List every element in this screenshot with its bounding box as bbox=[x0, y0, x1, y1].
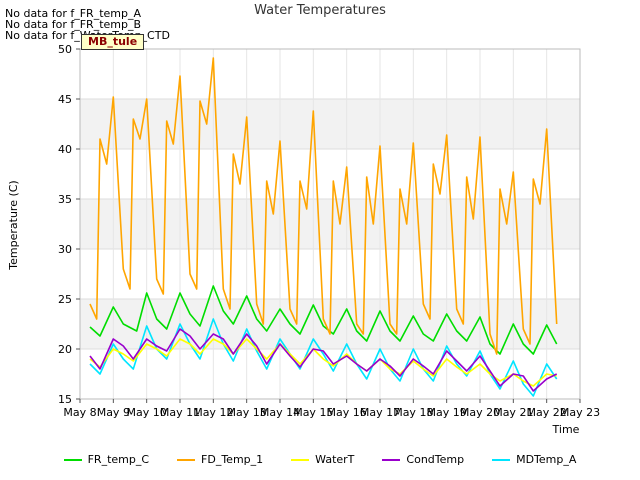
legend-item: CondTemp bbox=[382, 453, 464, 466]
x-tick-label: May 11 bbox=[160, 406, 200, 419]
x-tick-label: May 10 bbox=[127, 406, 167, 419]
background-band bbox=[80, 99, 580, 149]
x-tick-label: May 12 bbox=[193, 406, 233, 419]
x-tick-label: May 19 bbox=[427, 406, 467, 419]
x-tick-label: May 21 bbox=[493, 406, 533, 419]
x-tick-label: May 13 bbox=[227, 406, 267, 419]
chart-title: Water Temperatures bbox=[254, 3, 386, 18]
legend-swatch bbox=[63, 458, 82, 461]
series-line-watert bbox=[89, 338, 557, 387]
legend-item: WaterT bbox=[291, 453, 354, 466]
legend-label: FR_temp_C bbox=[87, 453, 150, 466]
series-line-condtemp bbox=[89, 328, 558, 392]
x-tick-label: May 16 bbox=[327, 406, 367, 419]
y-axis-label: Temperature (C) bbox=[7, 180, 20, 270]
x-tick-label: May 22 bbox=[527, 406, 567, 419]
y-tick-label: 40 bbox=[58, 143, 72, 156]
legend: FR_temp_C FD_Temp_1 WaterT CondTemp MDTemp_A bbox=[0, 453, 640, 466]
legend-swatch bbox=[177, 458, 196, 461]
no-data-notice-2: No data for f_FR_temp_B bbox=[5, 18, 142, 31]
y-tick-label: 25 bbox=[58, 293, 72, 306]
legend-item: FD_Temp_1 bbox=[177, 453, 263, 466]
x-tick-label: May 9 bbox=[97, 406, 130, 419]
legend-item: FR_temp_C bbox=[63, 453, 150, 466]
x-tick-label: May 20 bbox=[460, 406, 500, 419]
plot-frame bbox=[79, 48, 581, 400]
x-tick-label: May 18 bbox=[393, 406, 433, 419]
y-tick-label: 30 bbox=[58, 243, 72, 256]
y-tick-label: 35 bbox=[58, 193, 72, 206]
legend-label: FD_Temp_1 bbox=[201, 453, 264, 466]
legend-label: MDTemp_A bbox=[516, 453, 577, 466]
legend-label: CondTemp bbox=[406, 453, 465, 466]
x-tick-label: May 23 bbox=[560, 406, 600, 419]
y-tick-label: 15 bbox=[58, 393, 72, 406]
legend-swatch bbox=[291, 458, 310, 461]
series-line-fr-temp-c bbox=[89, 285, 558, 355]
series-line-fd-temp-1 bbox=[89, 57, 558, 355]
y-tick-label: 50 bbox=[58, 43, 72, 56]
x-tick-label: May 17 bbox=[360, 406, 400, 419]
x-axis-label: Time bbox=[552, 423, 580, 436]
background-band bbox=[80, 199, 580, 249]
site-tag: MB_tule bbox=[81, 34, 145, 50]
x-tick-label: May 15 bbox=[293, 406, 333, 419]
y-tick-label: 45 bbox=[58, 93, 72, 106]
legend-label: WaterT bbox=[315, 453, 355, 466]
legend-swatch bbox=[382, 458, 401, 461]
x-tick-label: May 8 bbox=[63, 406, 96, 419]
no-data-notice-1: No data for f_FR_temp_A bbox=[5, 7, 141, 20]
series-line-mdtemp-a bbox=[89, 318, 558, 397]
y-tick-label: 20 bbox=[58, 343, 72, 356]
x-tick-label: May 14 bbox=[260, 406, 300, 419]
legend-swatch bbox=[492, 458, 511, 461]
legend-item: MDTemp_A bbox=[492, 453, 576, 466]
